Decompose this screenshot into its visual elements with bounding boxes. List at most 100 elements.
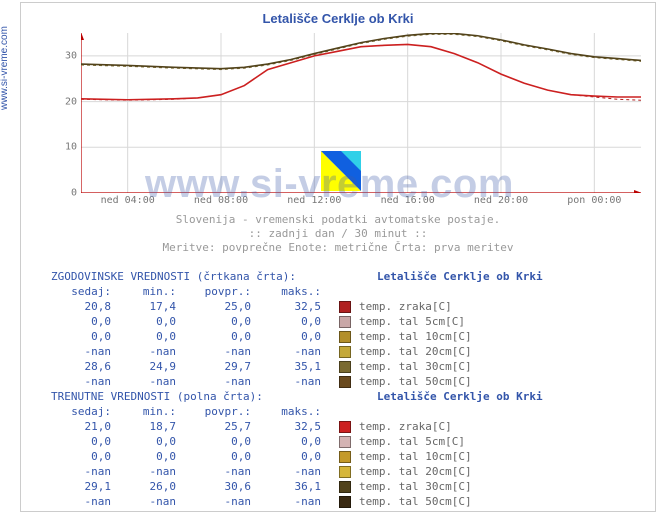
table-row: -nan-nan-nan-nantemp. tal 50cm[C] bbox=[51, 374, 651, 389]
cell-value: -nan bbox=[51, 374, 111, 389]
site-logo bbox=[321, 151, 361, 191]
cell-value: -nan bbox=[111, 464, 176, 479]
cell-value: 25,7 bbox=[176, 419, 251, 434]
table-row: 28,624,929,735,1temp. tal 30cm[C] bbox=[51, 359, 651, 374]
cell-value: 0,0 bbox=[111, 314, 176, 329]
cell-value: -nan bbox=[251, 494, 321, 509]
cell-value: 0,0 bbox=[176, 449, 251, 464]
cell-value: 24,9 bbox=[111, 359, 176, 374]
main-frame: Letališče Cerklje ob Krki 0102030 ned 04… bbox=[20, 2, 656, 512]
legend-label: temp. tal 30cm[C] bbox=[357, 359, 472, 374]
cell-value: 21,0 bbox=[51, 419, 111, 434]
column-header: maks.: bbox=[251, 404, 321, 419]
cell-value: 36,1 bbox=[251, 479, 321, 494]
legend-label: temp. zraka[C] bbox=[357, 299, 452, 314]
cell-value: 28,6 bbox=[51, 359, 111, 374]
column-header: min.: bbox=[111, 404, 176, 419]
table-row: 0,00,00,00,0temp. tal 10cm[C] bbox=[51, 449, 651, 464]
x-tick-label: ned 12:00 bbox=[287, 195, 341, 206]
cell-value: 17,4 bbox=[111, 299, 176, 314]
chart-title: Letališče Cerklje ob Krki bbox=[21, 11, 655, 26]
legend-label: temp. tal 50cm[C] bbox=[357, 494, 472, 509]
cell-value: 0,0 bbox=[251, 449, 321, 464]
x-tick-label: ned 20:00 bbox=[474, 195, 528, 206]
legend-label: temp. tal 30cm[C] bbox=[357, 479, 472, 494]
station-name: Letališče Cerklje ob Krki bbox=[377, 389, 543, 404]
cell-value: -nan bbox=[51, 464, 111, 479]
column-header: min.: bbox=[111, 284, 176, 299]
caption-line-3: Meritve: povprečne Enote: metrične Črta:… bbox=[21, 241, 655, 254]
y-axis-ticks: 0102030 bbox=[47, 33, 79, 193]
cell-value: 0,0 bbox=[111, 434, 176, 449]
legend-label: temp. tal 20cm[C] bbox=[357, 464, 472, 479]
cell-value: 25,0 bbox=[176, 299, 251, 314]
legend-label: temp. tal 10cm[C] bbox=[357, 449, 472, 464]
cell-value: -nan bbox=[51, 494, 111, 509]
column-header: povpr.: bbox=[176, 404, 251, 419]
legend-swatch bbox=[339, 436, 351, 448]
cell-value: -nan bbox=[176, 464, 251, 479]
legend-swatch bbox=[339, 331, 351, 343]
cell-value: 0,0 bbox=[51, 449, 111, 464]
x-tick-label: pon 00:00 bbox=[567, 195, 621, 206]
cell-value: -nan bbox=[176, 494, 251, 509]
x-tick-label: ned 08:00 bbox=[194, 195, 248, 206]
cell-value: 29,1 bbox=[51, 479, 111, 494]
cell-value: 0,0 bbox=[51, 434, 111, 449]
cell-value: 0,0 bbox=[251, 314, 321, 329]
y-tick-label: 10 bbox=[47, 142, 77, 153]
legend-swatch bbox=[339, 466, 351, 478]
source-side-label: www.si-vreme.com bbox=[0, 26, 10, 110]
legend-label: temp. tal 20cm[C] bbox=[357, 344, 472, 359]
legend-label: temp. tal 10cm[C] bbox=[357, 329, 472, 344]
caption-line-2: :: zadnji dan / 30 minut :: bbox=[21, 227, 655, 240]
column-header: maks.: bbox=[251, 284, 321, 299]
cell-value: 0,0 bbox=[111, 329, 176, 344]
y-tick-label: 20 bbox=[47, 96, 77, 107]
section-title: TRENUTNE VREDNOSTI (polna črta): bbox=[51, 389, 341, 404]
cell-value: 0,0 bbox=[51, 329, 111, 344]
legend-swatch bbox=[339, 361, 351, 373]
cell-value: 0,0 bbox=[111, 449, 176, 464]
section-title: ZGODOVINSKE VREDNOSTI (črtkana črta): bbox=[51, 269, 341, 284]
column-header: sedaj: bbox=[51, 284, 111, 299]
cell-value: 0,0 bbox=[176, 314, 251, 329]
legend-swatch bbox=[339, 421, 351, 433]
legend-swatch bbox=[339, 496, 351, 508]
legend-swatch bbox=[339, 376, 351, 388]
cell-value: -nan bbox=[251, 464, 321, 479]
legend-label: temp. tal 5cm[C] bbox=[357, 434, 465, 449]
cell-value: 32,5 bbox=[251, 299, 321, 314]
station-name: Letališče Cerklje ob Krki bbox=[377, 269, 543, 284]
cell-value: -nan bbox=[176, 374, 251, 389]
cell-value: 18,7 bbox=[111, 419, 176, 434]
cell-value: 0,0 bbox=[251, 329, 321, 344]
x-axis-ticks: ned 04:00ned 08:00ned 12:00ned 16:00ned … bbox=[81, 195, 641, 209]
legend-swatch bbox=[339, 301, 351, 313]
column-header: sedaj: bbox=[51, 404, 111, 419]
legend-swatch bbox=[339, 346, 351, 358]
legend-label: temp. zraka[C] bbox=[357, 419, 452, 434]
legend-label: temp. tal 50cm[C] bbox=[357, 374, 472, 389]
cell-value: -nan bbox=[251, 374, 321, 389]
table-row: 20,817,425,032,5 temp. zraka[C] bbox=[51, 299, 651, 314]
table-row: -nan-nan-nan-nantemp. tal 50cm[C] bbox=[51, 494, 651, 509]
legend-swatch bbox=[339, 316, 351, 328]
cell-value: 0,0 bbox=[176, 434, 251, 449]
table-row: -nan-nan-nan-nantemp. tal 20cm[C] bbox=[51, 344, 651, 359]
cell-value: 0,0 bbox=[176, 329, 251, 344]
cell-value: 26,0 bbox=[111, 479, 176, 494]
cell-value: 30,6 bbox=[176, 479, 251, 494]
y-tick-label: 30 bbox=[47, 50, 77, 61]
table-row: 0,00,00,00,0temp. tal 5cm[C] bbox=[51, 434, 651, 449]
cell-value: 20,8 bbox=[51, 299, 111, 314]
chart-plot bbox=[81, 33, 641, 193]
cell-value: 29,7 bbox=[176, 359, 251, 374]
table-row: -nan-nan-nan-nantemp. tal 20cm[C] bbox=[51, 464, 651, 479]
legend-swatch bbox=[339, 481, 351, 493]
table-row: 21,018,725,732,5temp. zraka[C] bbox=[51, 419, 651, 434]
data-tables: ZGODOVINSKE VREDNOSTI (črtkana črta): Let… bbox=[51, 269, 651, 509]
x-tick-label: ned 04:00 bbox=[101, 195, 155, 206]
cell-value: -nan bbox=[111, 374, 176, 389]
cell-value: -nan bbox=[51, 344, 111, 359]
